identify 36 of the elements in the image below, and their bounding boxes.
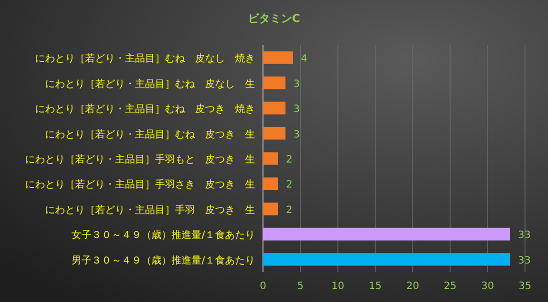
data-label: 33	[518, 230, 531, 242]
y-tick-label: にわとり［若どり・主品目］むね 皮なし 焼き	[35, 52, 255, 65]
x-tick-label: 35	[518, 281, 532, 292]
y-tick-label: にわとり［若どり・主品目］むね 皮つき 焼き	[35, 103, 255, 116]
x-tick-label: 15	[368, 281, 382, 292]
bar	[263, 152, 278, 165]
bar	[263, 228, 510, 240]
bar	[263, 102, 286, 114]
y-tick-label: にわとり［若どり・主品目］むね 皮なし 生	[45, 78, 255, 90]
data-label: 33	[518, 255, 531, 266]
bar	[263, 126, 286, 140]
y-tick-label: にわとり［若どり・主品目］手羽さき 皮つき 生	[25, 178, 255, 191]
data-label: 2	[286, 204, 292, 216]
data-label: 3	[293, 78, 300, 90]
x-tick-label: 30	[481, 281, 494, 292]
data-label: 3	[293, 104, 300, 116]
data-label: 2	[286, 180, 292, 191]
bar	[263, 202, 278, 216]
bar	[263, 76, 286, 90]
bar	[263, 51, 293, 64]
y-tick-label: にわとり［若どり・主品目］手羽 皮つき 生	[45, 204, 255, 216]
y-tick-label: 男子３０～４９（歳）推進量/１食あたり	[72, 254, 255, 266]
y-tick-label: にわとり［若どり・主品目］手羽もと 皮つき 生	[25, 154, 255, 166]
x-tick-label: 10	[331, 281, 344, 292]
x-tick-label: 20	[406, 281, 420, 292]
x-tick-label: 5	[297, 281, 304, 292]
bar	[263, 253, 510, 266]
y-tick-label: 女子３０～４９（歳）推進量/１食あたり	[72, 229, 255, 242]
x-tick-label: 0	[260, 281, 266, 292]
x-tick-label: 25	[444, 281, 457, 292]
y-tick-label: にわとり［若どり・主品目］むね 皮つき 生	[45, 128, 255, 140]
data-label: 3	[293, 129, 300, 140]
data-label: 2	[286, 154, 292, 166]
bar	[263, 177, 278, 190]
chart-title: ビタミンC	[248, 12, 300, 25]
data-label: 4	[300, 54, 308, 65]
